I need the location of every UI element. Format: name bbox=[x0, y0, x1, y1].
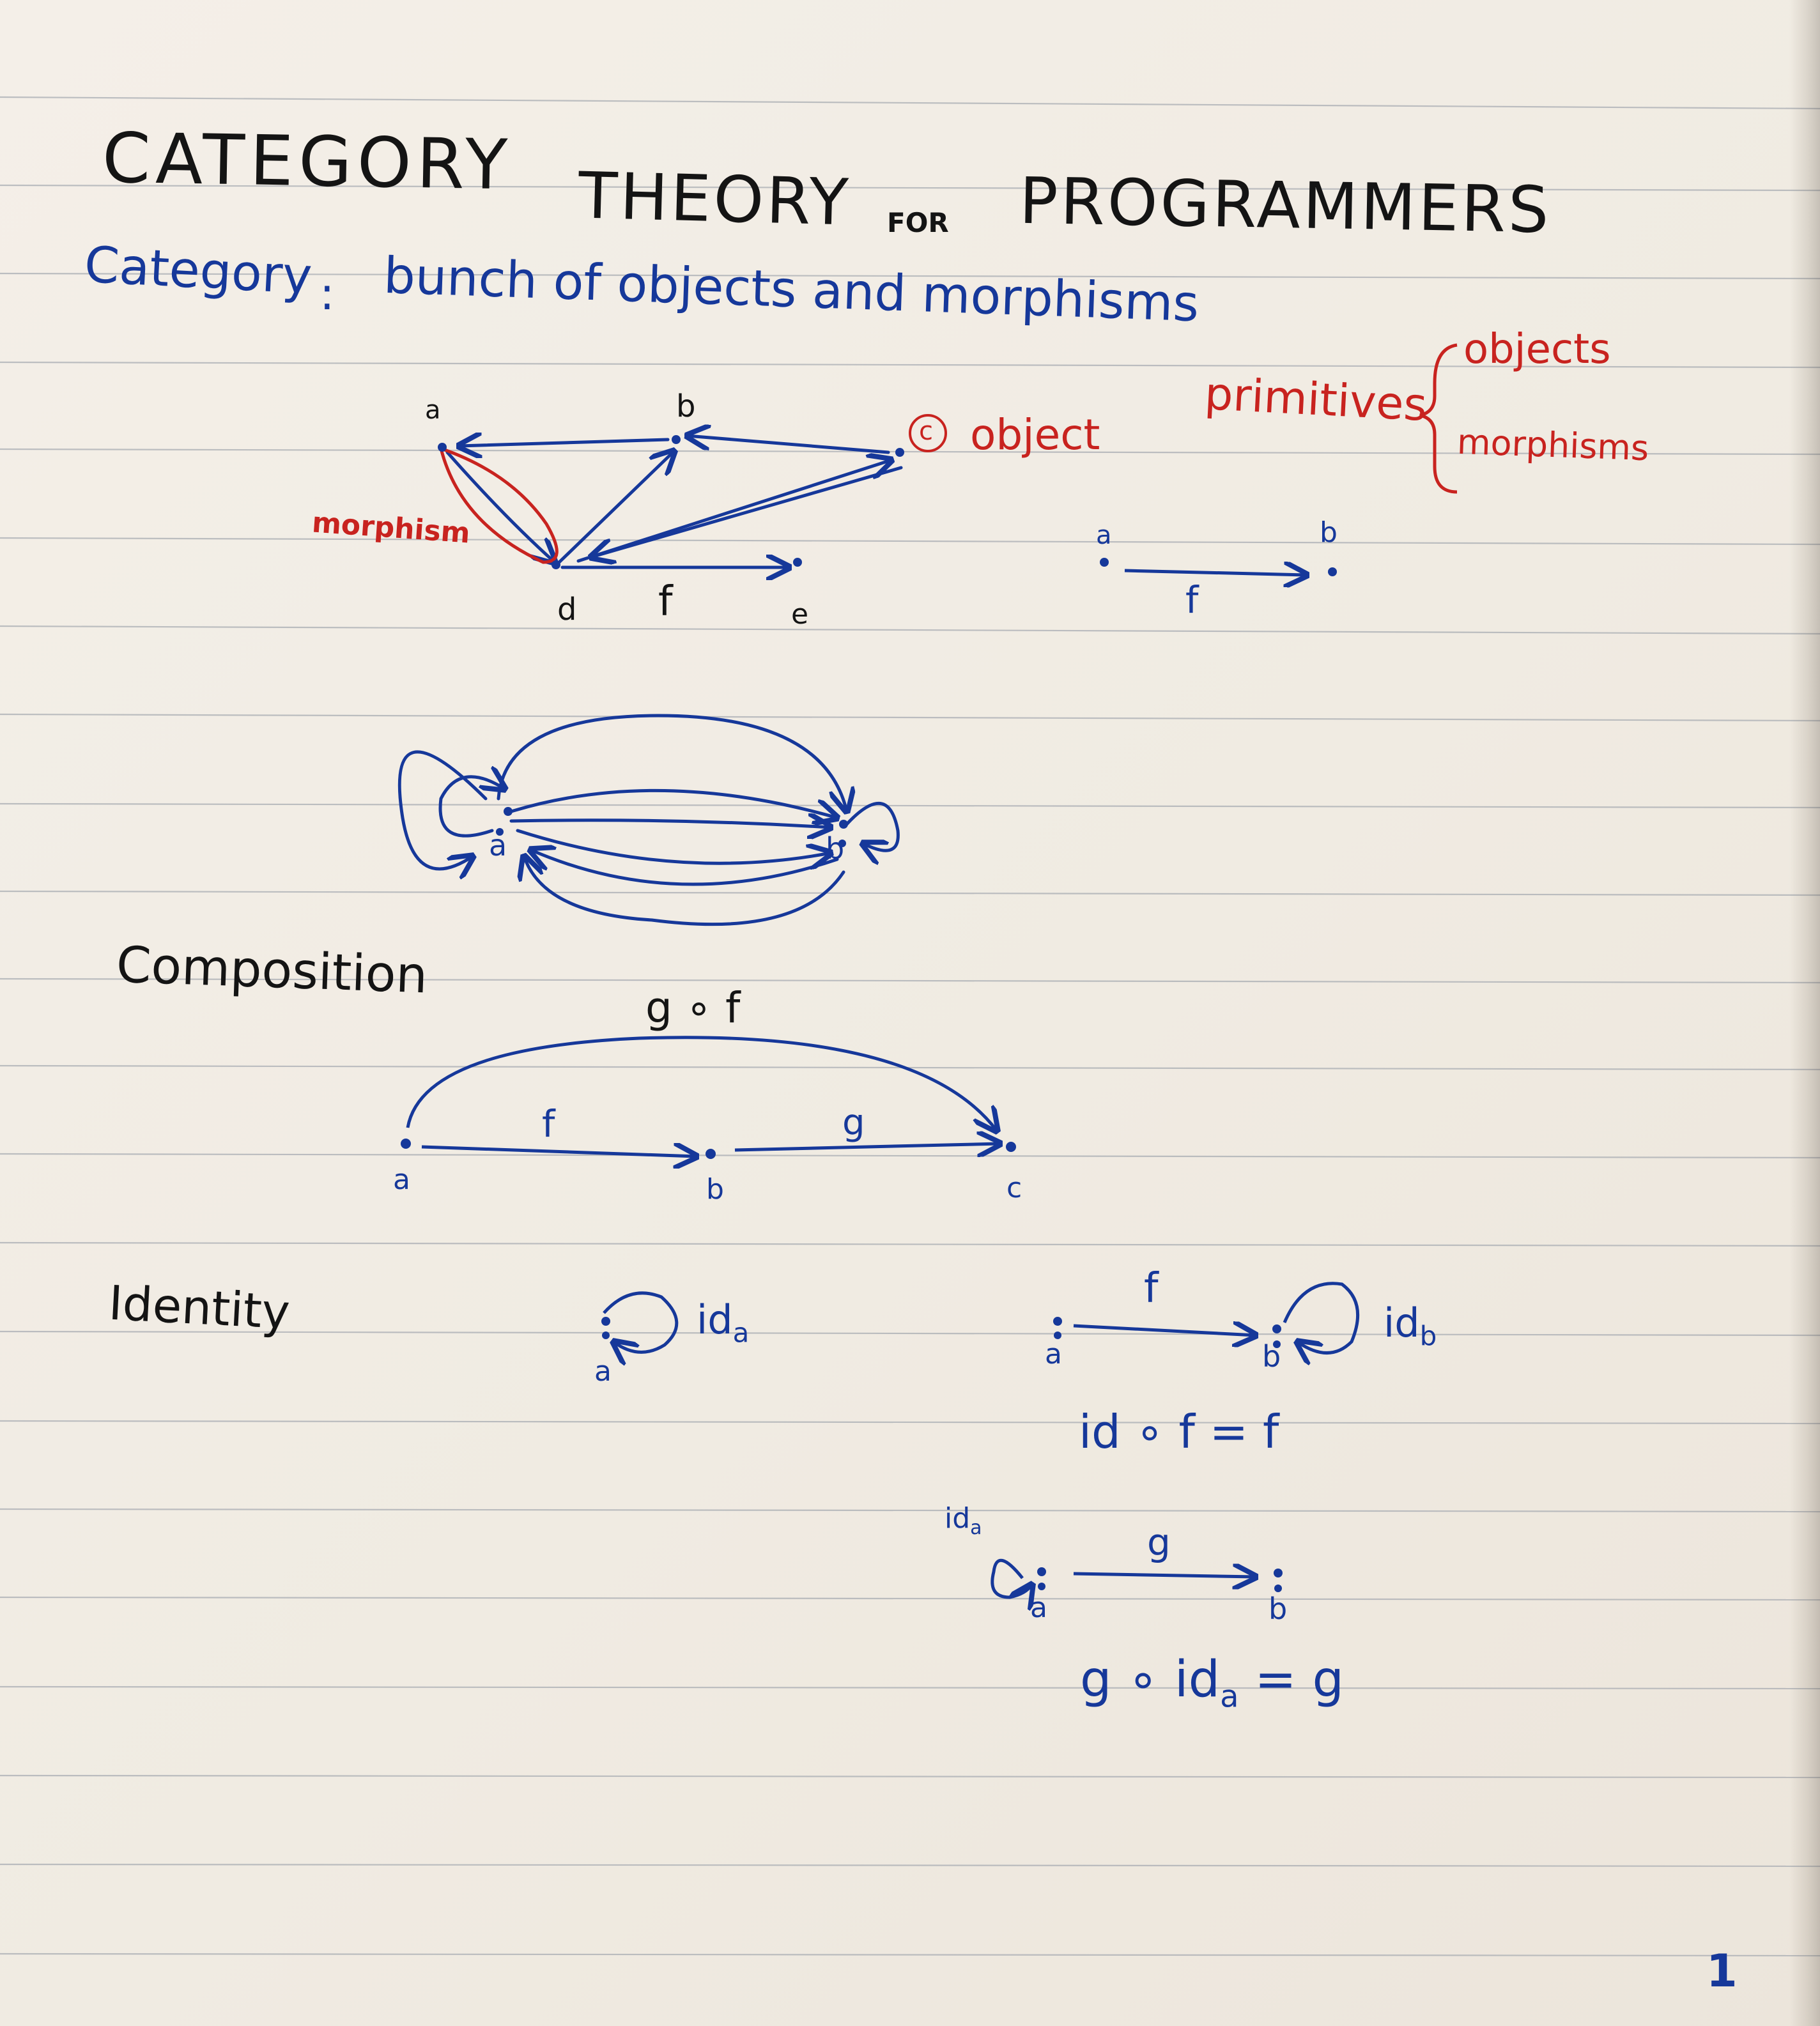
page-number: 1 bbox=[1706, 1949, 1738, 1993]
identity-label-idb-sub: b bbox=[1420, 1320, 1437, 1351]
node-label-e: e bbox=[791, 601, 808, 629]
primitives-item-objects: objects bbox=[1463, 329, 1611, 370]
simple-label-a: a bbox=[1096, 523, 1112, 548]
edge-label-f: f bbox=[658, 581, 673, 622]
identity-loop-a2 bbox=[992, 1560, 1032, 1597]
identity-label-g: g bbox=[1147, 1524, 1171, 1561]
graph2-label-a: a bbox=[489, 831, 507, 860]
arrow-c-to-b bbox=[687, 436, 888, 452]
arrow-b-to-a bbox=[459, 440, 668, 446]
identity-label-a2: a bbox=[1045, 1340, 1062, 1369]
simple-label-f: f bbox=[1185, 581, 1198, 618]
identity-label-f: f bbox=[1144, 1268, 1159, 1309]
composition-label-b: b bbox=[706, 1176, 724, 1204]
identity-law-right-main: g ∘ id bbox=[1080, 1651, 1220, 1708]
composition-arc bbox=[408, 1038, 997, 1131]
node-label-a: a bbox=[425, 397, 441, 423]
identity-label-ida2-main: id bbox=[945, 1502, 970, 1535]
identity-label-idb: idb bbox=[1384, 1303, 1437, 1349]
object-note: object bbox=[970, 414, 1100, 456]
composition-label-a: a bbox=[393, 1166, 410, 1194]
composition-label-c: c bbox=[1006, 1174, 1022, 1202]
simple-label-b: b bbox=[1320, 519, 1338, 547]
identity-law-left: id ∘ f = f bbox=[1079, 1409, 1279, 1455]
identity-law-right-eq: = g bbox=[1239, 1651, 1344, 1708]
composition-label-f: f bbox=[542, 1105, 555, 1142]
identity-label-b3: b bbox=[1269, 1594, 1287, 1623]
identity-label-ida: ida bbox=[697, 1300, 749, 1346]
composition-heading: Composition bbox=[116, 940, 429, 1001]
page-edge-shadow bbox=[1789, 0, 1820, 2026]
composition-arrow-g bbox=[735, 1144, 1000, 1150]
identity-label-b2: b bbox=[1262, 1342, 1281, 1371]
identity-label-ida2-sub: a bbox=[970, 1517, 982, 1539]
graph2-label-b: b bbox=[826, 834, 844, 863]
composition-label-gof: g ∘ f bbox=[645, 987, 740, 1029]
identity-loop-b bbox=[1284, 1284, 1358, 1353]
arrow-c-to-d bbox=[591, 468, 901, 557]
node-label-d: d bbox=[557, 594, 576, 625]
node-label-b: b bbox=[676, 391, 695, 422]
primitives-label: primitives bbox=[1203, 371, 1428, 427]
identity-label-a3: a bbox=[1030, 1594, 1047, 1622]
node-label-c: c bbox=[919, 418, 933, 444]
identity-law-right: g ∘ ida = g bbox=[1080, 1655, 1344, 1712]
identity-label-ida-sub: a bbox=[733, 1317, 750, 1348]
identity-loop-a bbox=[604, 1293, 677, 1353]
identity-label-ida-main: id bbox=[697, 1296, 733, 1343]
composition-label-g: g bbox=[842, 1105, 865, 1141]
identity-arrow-g bbox=[1074, 1574, 1256, 1577]
primitives-item-morphisms: morphisms bbox=[1456, 425, 1649, 466]
identity-label-idb-main: id bbox=[1384, 1300, 1420, 1346]
identity-heading: Identity bbox=[107, 1280, 291, 1337]
simple-arrow-f bbox=[1125, 571, 1307, 575]
identity-label-ida2: ida bbox=[945, 1505, 982, 1538]
identity-label-a1: a bbox=[594, 1358, 612, 1386]
arrow-d-to-b bbox=[559, 451, 674, 562]
identity-law-right-sub: a bbox=[1220, 1679, 1238, 1715]
composition-arrow-f bbox=[422, 1147, 697, 1156]
identity-arrow-f bbox=[1074, 1326, 1256, 1335]
